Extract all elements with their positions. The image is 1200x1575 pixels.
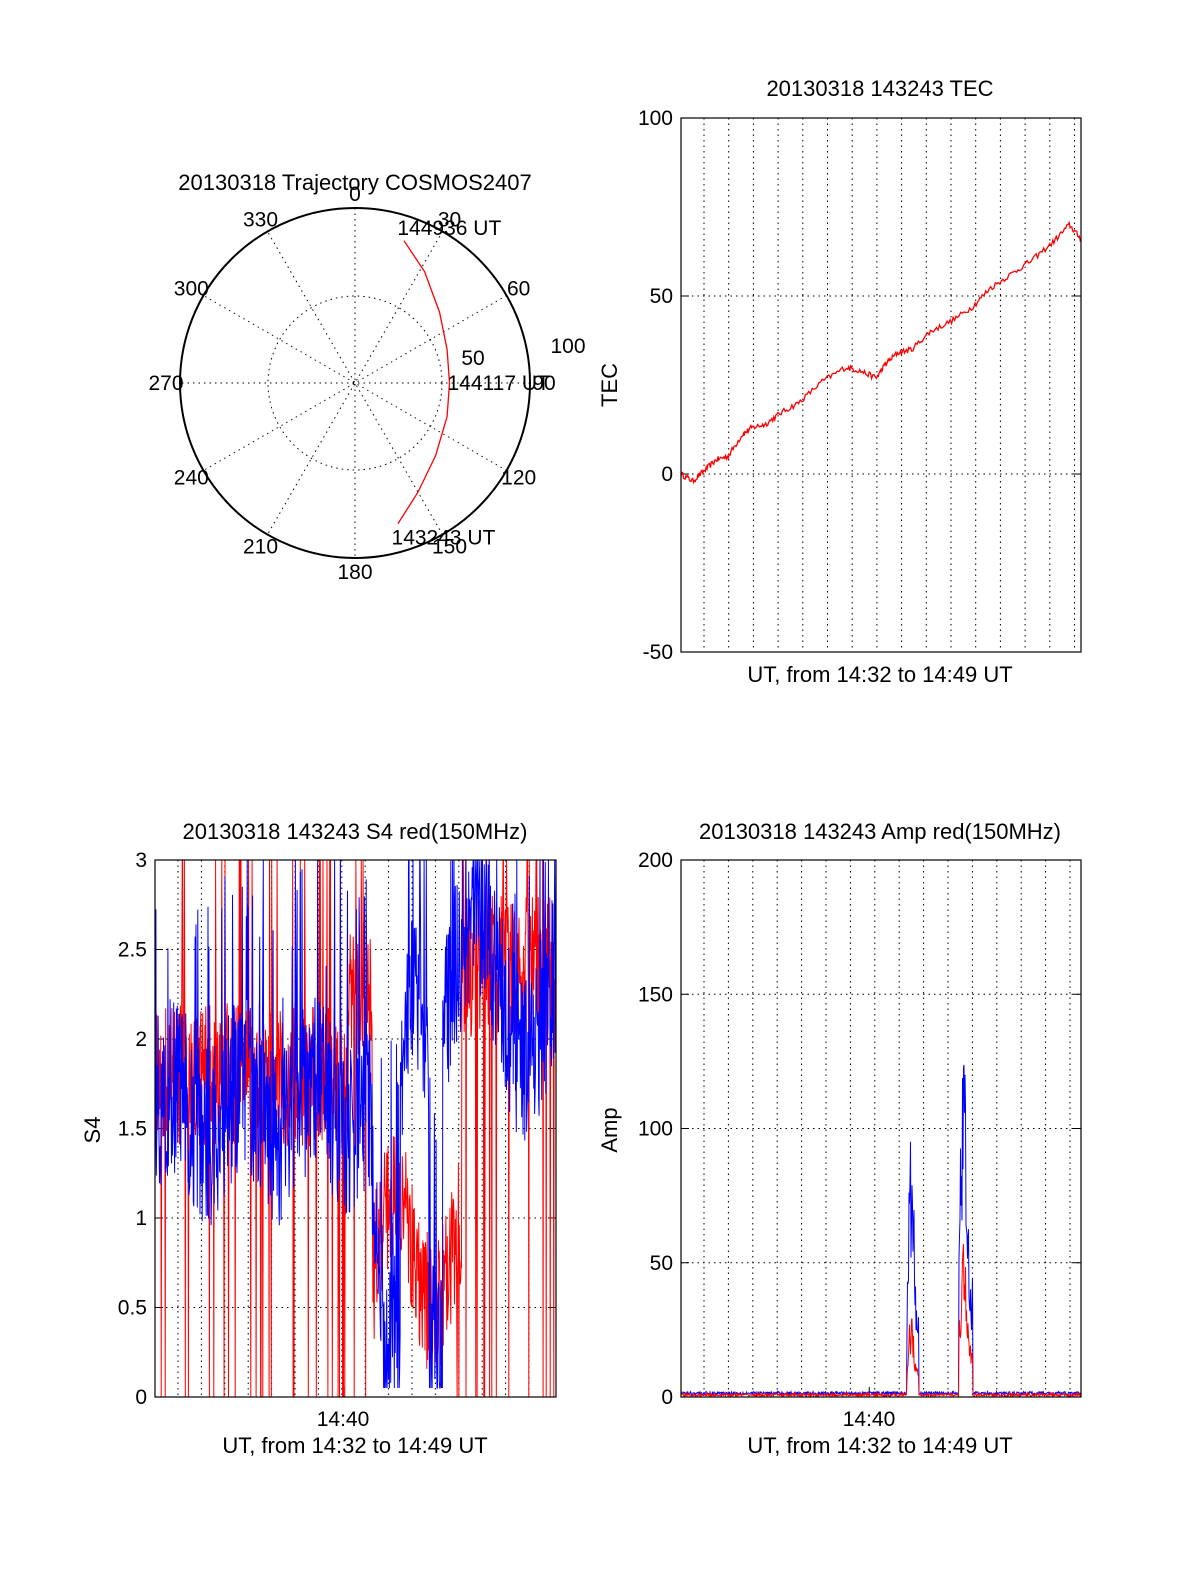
tec-title: 20130318 143243 TEC <box>766 76 993 101</box>
polar-spoke <box>203 295 507 471</box>
trajectory-annotations: 144936 UT 144117 UT 143243 UT <box>392 217 550 549</box>
amp-red-series <box>680 1244 1082 1399</box>
y-tick-label: 1 <box>135 1207 147 1230</box>
polar-azimuth-label: 60 <box>507 278 530 301</box>
y-tick-label: 100 <box>638 107 673 130</box>
trajectory-track <box>397 240 451 524</box>
polar-azimuth-label: 240 <box>174 467 209 490</box>
amp-plot-frame <box>680 859 1082 1398</box>
trajectory-time-label: 144936 UT <box>397 217 501 240</box>
y-tick-label: 1.5 <box>118 1118 147 1141</box>
trajectory-title: 20130318 Trajectory COSMOS2407 <box>178 170 531 195</box>
polar-azimuth-label: 210 <box>243 536 278 559</box>
s4-xlabel: UT, from 14:32 to 14:49 UT <box>222 1433 487 1458</box>
polar-spokes <box>180 208 530 558</box>
y-tick-label: 50 <box>650 285 673 308</box>
tec-ylabel: TEC <box>597 363 622 407</box>
amp-grid <box>681 860 1081 1397</box>
amp-title: 20130318 143243 Amp red(150MHz) <box>699 819 1061 844</box>
s4-panel: 20130318 143243 S4 red(150MHz) 3 2.5 2 1.5 1… <box>80 819 557 1458</box>
amp-y-ticks: 200 150 100 50 0 <box>638 849 1081 1409</box>
y-tick-label: 0 <box>661 1386 673 1409</box>
polar-spoke <box>267 231 443 535</box>
polar-spoke <box>267 231 443 535</box>
s4-ylabel: S4 <box>80 1117 105 1144</box>
tec-grid <box>681 118 1081 652</box>
y-tick-label: -50 <box>643 641 673 664</box>
trajectory-time-label: 144117 UT <box>448 372 551 395</box>
polar-azimuth-label: 180 <box>337 561 372 584</box>
y-tick-label: 0 <box>135 1386 147 1409</box>
s4-xtick-label: 14:40 <box>317 1408 370 1431</box>
polar-azimuth-label: 330 <box>243 208 278 231</box>
polar-azimuth-label: 30 <box>438 208 461 231</box>
polar-azimuth-labels: 0 30 60 90 120 150 180 210 240 270 300 330 <box>148 183 555 584</box>
y-tick-label: 3 <box>135 849 147 872</box>
polar-azimuth-label: 270 <box>148 372 183 395</box>
polar-azimuth-label: 0 <box>349 183 361 206</box>
s4-plot-frame <box>154 859 557 1398</box>
polar-azimuth-label: 120 <box>501 467 536 490</box>
trajectory-time-label: 143243 UT <box>392 527 496 550</box>
amp-xtick-label: 14:40 <box>843 1408 896 1431</box>
polar-azimuth-label: 300 <box>174 278 209 301</box>
y-tick-label: 2 <box>135 1028 147 1051</box>
y-tick-label: 100 <box>638 1118 673 1141</box>
tec-y-ticks: 100 50 0 -50 <box>638 107 1081 664</box>
amp-ylabel: Amp <box>597 1107 622 1152</box>
amp-xlabel: UT, from 14:32 to 14:49 UT <box>747 1433 1012 1458</box>
tec-xlabel: UT, from 14:32 to 14:49 UT <box>747 662 1012 687</box>
s4-title: 20130318 143243 S4 red(150MHz) <box>183 819 528 844</box>
polar-azimuth-label: 150 <box>432 536 467 559</box>
y-tick-label: 0 <box>661 463 673 486</box>
y-tick-label: 150 <box>638 983 673 1006</box>
y-tick-label: 200 <box>638 849 673 872</box>
polar-spoke <box>203 295 507 471</box>
s4-y-ticks: 3 2.5 2 1.5 1 0.5 0 <box>118 849 556 1409</box>
tec-plot-frame <box>680 117 1082 653</box>
y-tick-label: 2.5 <box>118 939 147 962</box>
tec-panel: 20130318 143243 TEC 100 50 0 -50 TEC UT, fr… <box>597 76 1082 687</box>
tec-series-line <box>680 220 1082 485</box>
polar-azimuth-label: 90 <box>532 372 555 395</box>
polar-radius-label-100: 100 <box>550 335 585 358</box>
trajectory-panel: 20130318 Trajectory COSMOS2407 0 30 60 90 12… <box>148 170 585 584</box>
amp-panel: 20130318 143243 Amp red(150MHz) 200 150 10… <box>597 819 1082 1458</box>
y-tick-label: 50 <box>650 1252 673 1275</box>
polar-radius-label-50: 50 <box>461 347 484 370</box>
y-tick-label: 0.5 <box>118 1297 147 1320</box>
